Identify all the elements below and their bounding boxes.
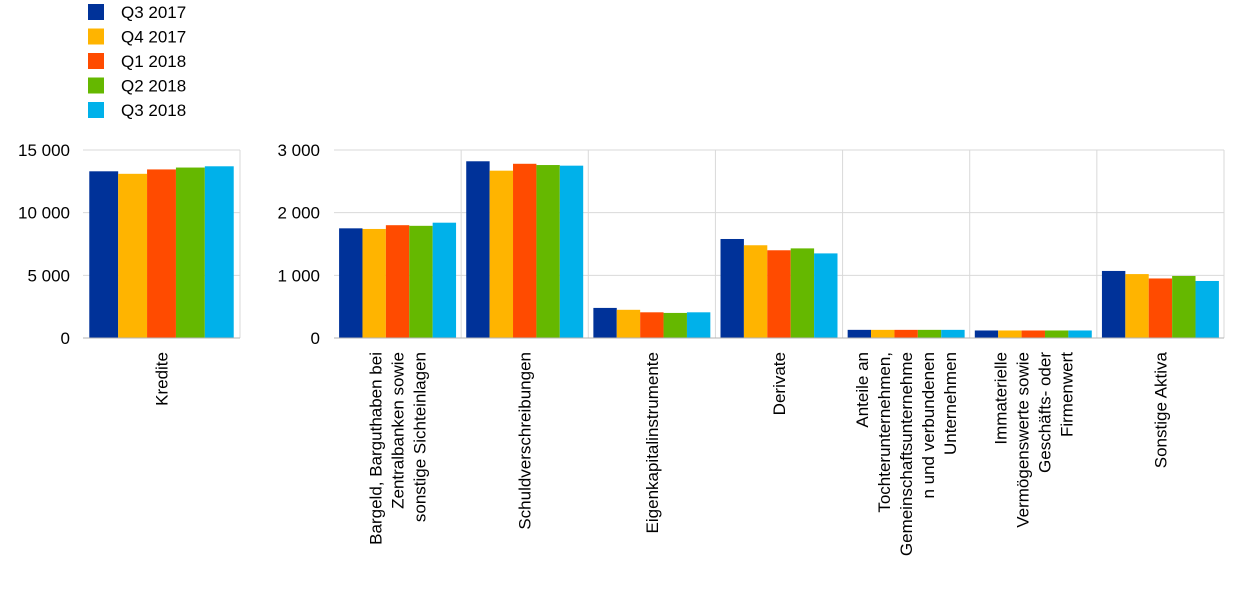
bar — [1021, 330, 1045, 338]
bar — [917, 329, 942, 338]
legend-label-2: Q4 2017 — [121, 28, 186, 47]
bar — [998, 330, 1022, 338]
bar — [339, 228, 363, 338]
bar — [536, 165, 560, 338]
legend-label-1: Q3 2017 — [121, 3, 186, 22]
bar — [362, 228, 386, 338]
bar — [941, 329, 965, 338]
category-label-line: Tochterunternehmen, — [875, 352, 894, 513]
bar — [894, 329, 918, 338]
bar — [1172, 275, 1196, 338]
category-label: Sonstige Aktiva — [1151, 351, 1170, 468]
category-label-line: Geschäfts- oder — [1035, 352, 1054, 473]
category-label-line: Kredite — [153, 352, 172, 406]
bar — [1044, 330, 1069, 338]
category-label: Anteile an Tochterunternehmen, Gemeinschaf… — [853, 352, 960, 556]
bar — [1101, 270, 1126, 338]
legend-label-5: Q3 2018 — [121, 101, 186, 120]
chart-panel-kredite: 0 5 000 10 000 15 000 Kredite — [18, 141, 241, 406]
bar — [513, 163, 537, 338]
category-label-line: Sonstige Aktiva — [1151, 351, 1170, 468]
bar — [847, 329, 872, 338]
legend-swatch-5 — [88, 102, 104, 118]
y-tick-label: 1 000 — [277, 266, 320, 285]
category-label-line: n und verbundenen — [919, 352, 938, 499]
legend-swatch-1 — [88, 4, 104, 20]
category-label: Bargeld, Barguthaben bei Zentralbanken so… — [367, 352, 430, 545]
bar — [1068, 330, 1092, 338]
bar — [466, 161, 490, 338]
bar — [767, 250, 791, 338]
y-tick-label: 15 000 — [18, 141, 70, 160]
y-tick-label: 10 000 — [18, 204, 70, 223]
category-label: Immaterielle Vermögenswerte sowie Geschäft… — [991, 352, 1076, 528]
bar — [640, 312, 664, 338]
y-tick-label: 2 000 — [277, 204, 320, 223]
bar — [743, 245, 768, 338]
bar — [89, 171, 119, 338]
category-label-line: Anteile an — [853, 352, 872, 428]
bar — [489, 170, 514, 338]
legend: Q3 2017 Q4 2017 Q1 2018 Q2 2018 Q3 2018 — [88, 3, 186, 120]
legend-label-3: Q1 2018 — [121, 52, 186, 71]
legend-swatch-2 — [88, 28, 104, 45]
legend-swatch-3 — [88, 53, 104, 69]
category-label-line: Zentralbanken sowie — [389, 352, 408, 509]
legend-swatch-4 — [88, 77, 104, 94]
category-label: Schuldverschreibungen — [516, 352, 535, 530]
category-label: Kredite — [153, 352, 172, 406]
category-label-line: Gemeinschaftsunternehme — [897, 352, 916, 556]
category-label-line: Vermögenswerte sowie — [1013, 352, 1032, 528]
category-label-line: sonstige Sichteinlagen — [411, 352, 430, 522]
bar — [974, 330, 999, 338]
category-label-line: Derivate — [770, 352, 789, 415]
y-tick-label: 0 — [61, 329, 70, 348]
bar — [616, 309, 641, 338]
category-label-line: Bargeld, Barguthaben bei — [367, 352, 386, 545]
category-label: Derivate — [770, 352, 789, 415]
bar — [175, 167, 205, 338]
bar — [1125, 274, 1149, 338]
legend-label-4: Q2 2018 — [121, 77, 186, 96]
y-tick-label: 3 000 — [277, 141, 320, 160]
bar — [409, 225, 433, 338]
category-label-line: Eigenkapitalinstrumente — [643, 352, 662, 533]
category-label-line: Unternehmen — [941, 352, 960, 455]
bar — [204, 166, 234, 338]
bar — [663, 312, 687, 338]
bar — [814, 253, 838, 338]
bar — [790, 248, 815, 338]
bar — [871, 329, 895, 338]
bar — [432, 222, 457, 338]
category-label: Eigenkapitalinstrumente — [643, 352, 662, 533]
bar — [147, 169, 176, 338]
y-tick-label: 5 000 — [27, 266, 70, 285]
bar — [593, 307, 617, 338]
bar — [1148, 278, 1173, 338]
y-tick-label: 0 — [311, 329, 320, 348]
bar — [720, 238, 744, 338]
category-label-line: Immaterielle — [991, 352, 1010, 445]
bar — [686, 312, 711, 338]
chart-panel-other-assets: 0 1 000 2 000 3 000 Bargeld, Barguthaben bei… — [277, 141, 1225, 556]
bar — [385, 225, 410, 338]
bar — [118, 173, 148, 338]
bar — [1195, 280, 1219, 338]
bar — [559, 165, 584, 338]
category-label-line: Firmenwert — [1057, 352, 1076, 437]
category-label-line: Schuldverschreibungen — [516, 352, 535, 530]
